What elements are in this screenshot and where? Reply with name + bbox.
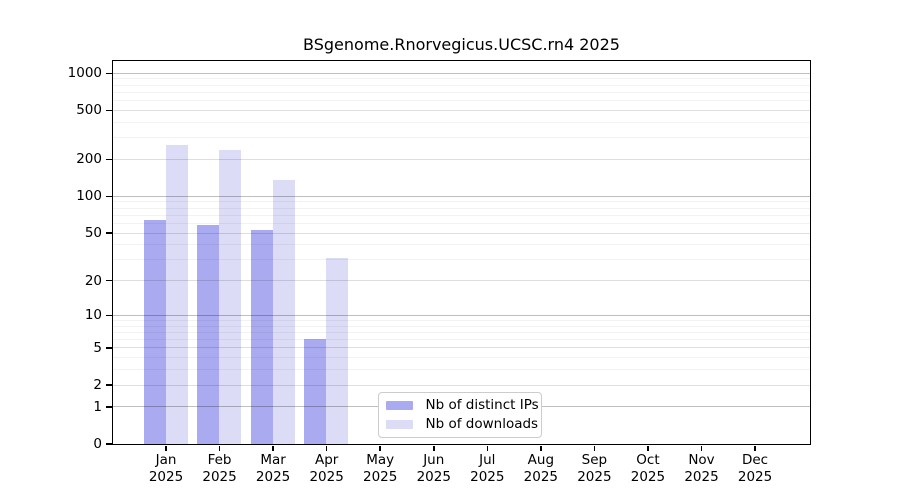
legend-swatch-downloads bbox=[385, 419, 413, 429]
gridline bbox=[112, 319, 810, 321]
gridline bbox=[112, 91, 810, 93]
y-tick-mark bbox=[106, 443, 113, 445]
x-tick-mark bbox=[218, 445, 221, 451]
y-tick-label: 200 bbox=[76, 151, 102, 168]
x-tick-mark bbox=[272, 445, 274, 451]
y-tick-label: 100 bbox=[76, 188, 102, 205]
x-tick-mark bbox=[700, 445, 703, 451]
x-tick-label-mar: Mar 2025 bbox=[255, 452, 291, 485]
gridline bbox=[112, 121, 810, 123]
y-tick-mark bbox=[106, 158, 113, 161]
x-tick-label-aug: Aug 2025 bbox=[523, 452, 559, 485]
chart-title: BSgenome.Rnorvegicus.UCSC.rn4 2025 bbox=[303, 35, 620, 54]
gridline bbox=[112, 384, 810, 386]
gridline bbox=[112, 137, 810, 139]
gridline bbox=[112, 84, 810, 86]
legend-item-distinct-ips: Nb of distinct IPs bbox=[385, 397, 539, 413]
x-tick-mark bbox=[433, 445, 435, 451]
y-tick-mark bbox=[106, 384, 113, 386]
gridline bbox=[112, 207, 810, 209]
gridline bbox=[112, 331, 810, 333]
bar-distinct-ips-mar bbox=[250, 230, 273, 444]
y-tick-label: 500 bbox=[76, 102, 102, 119]
y-tick-mark bbox=[106, 72, 113, 75]
y-tick-label: 0 bbox=[93, 436, 102, 452]
x-tick-label-jun: Jun 2025 bbox=[416, 452, 451, 485]
gridline bbox=[112, 100, 810, 102]
legend-label-distinct-ips: Nb of distinct IPs bbox=[425, 397, 539, 413]
gridline bbox=[112, 314, 810, 316]
bar-distinct-ips-feb bbox=[197, 224, 220, 444]
x-tick-mark bbox=[379, 445, 381, 451]
y-tick-mark bbox=[106, 109, 113, 112]
gridline bbox=[112, 369, 810, 371]
x-tick-label-feb: Feb 2025 bbox=[202, 452, 237, 485]
x-tick-label-dec: Dec 2025 bbox=[737, 452, 773, 485]
gridline bbox=[112, 201, 810, 203]
gridline bbox=[112, 195, 810, 197]
x-tick-label-jan: Jan 2025 bbox=[148, 452, 184, 485]
x-tick-mark bbox=[754, 445, 756, 451]
y-tick-label: 1 bbox=[93, 398, 102, 415]
x-tick-label-may: May 2025 bbox=[363, 452, 398, 485]
gridline bbox=[112, 347, 810, 349]
y-tick-mark bbox=[106, 232, 113, 234]
y-tick-label: 50 bbox=[84, 225, 102, 242]
legend-label-downloads: Nb of downloads bbox=[425, 416, 539, 432]
bar-downloads-feb bbox=[219, 150, 242, 444]
gridline bbox=[112, 357, 810, 359]
legend: Nb of distinct IPs Nb of downloads bbox=[377, 391, 542, 438]
x-tick-mark bbox=[325, 445, 328, 451]
gridline bbox=[112, 214, 810, 216]
y-tick-mark bbox=[106, 406, 113, 408]
legend-swatch-distinct-ips bbox=[385, 400, 413, 410]
y-tick-label: 5 bbox=[93, 339, 102, 356]
y-tick-label: 20 bbox=[84, 272, 102, 289]
y-tick-label: 1000 bbox=[67, 65, 102, 82]
gridline bbox=[112, 244, 810, 246]
gridline bbox=[112, 78, 810, 80]
bar-downloads-jan bbox=[165, 145, 188, 444]
plot-area: Nb of distinct IPs Nb of downloads bbox=[111, 59, 811, 445]
gridline bbox=[112, 259, 810, 261]
x-tick-label-jul: Jul 2025 bbox=[470, 452, 505, 485]
x-tick-mark bbox=[486, 445, 489, 451]
y-tick-mark bbox=[106, 314, 113, 317]
gridline bbox=[112, 158, 810, 160]
gridline bbox=[112, 280, 810, 282]
y-tick-label: 10 bbox=[84, 307, 102, 324]
bar-downloads-mar bbox=[272, 180, 295, 444]
bar-distinct-ips-jan bbox=[143, 219, 166, 444]
y-tick-label: 2 bbox=[93, 377, 102, 394]
x-tick-mark bbox=[647, 445, 649, 451]
bar-downloads-apr bbox=[326, 257, 349, 444]
gridline bbox=[112, 339, 810, 341]
legend-item-downloads: Nb of downloads bbox=[385, 416, 538, 432]
y-tick-mark bbox=[106, 347, 113, 349]
x-tick-mark bbox=[540, 445, 542, 451]
x-tick-mark bbox=[165, 445, 167, 451]
x-tick-label-nov: Nov 2025 bbox=[684, 452, 719, 485]
y-tick-mark bbox=[106, 195, 113, 198]
x-tick-mark bbox=[593, 445, 596, 451]
y-tick-mark bbox=[106, 279, 113, 282]
x-tick-label-sep: Sep 2025 bbox=[577, 452, 612, 485]
bar-distinct-ips-apr bbox=[304, 339, 327, 444]
x-tick-label-oct: Oct 2025 bbox=[630, 452, 666, 485]
gridline bbox=[112, 109, 810, 111]
gridline bbox=[112, 232, 810, 234]
x-tick-label-apr: Apr 2025 bbox=[309, 452, 344, 485]
gridline bbox=[112, 72, 810, 74]
gridline bbox=[112, 325, 810, 327]
gridline bbox=[112, 222, 810, 224]
